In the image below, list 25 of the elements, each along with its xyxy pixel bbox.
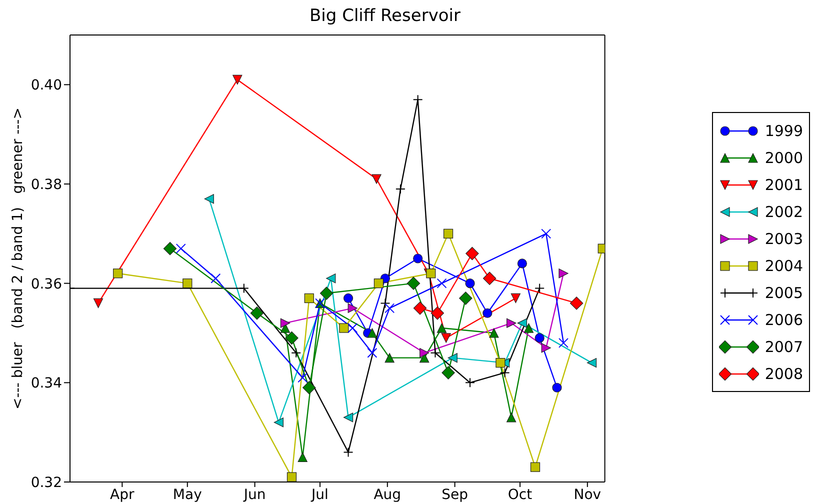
legend-label: 2000: [764, 148, 803, 166]
y-axis-title: <--- bluer (band 2 / band 1) greener --->: [10, 108, 26, 410]
x-tick-label: Oct: [508, 486, 533, 503]
y-tick-label: 0.40: [30, 78, 62, 94]
x-tick-label: Apr: [110, 486, 135, 503]
y-tick-label: 0.36: [30, 276, 62, 292]
legend-label: 1999: [764, 122, 803, 140]
y-tick-label: 0.34: [30, 376, 62, 392]
x-tick-label: Nov: [574, 486, 602, 503]
legend-label: 2003: [764, 230, 803, 248]
chart-title: Big Cliff Reservoir: [308, 6, 462, 26]
legend-label: 2001: [764, 176, 803, 194]
x-tick-label: Jun: [242, 486, 266, 503]
x-tick-label: Jul: [310, 486, 328, 503]
legend-label: 2008: [764, 364, 803, 382]
legend-label: 2007: [764, 338, 803, 356]
y-tick-label: 0.32: [30, 474, 62, 491]
y-tick-label: 0.38: [30, 176, 62, 193]
legend-label: 2006: [764, 310, 803, 328]
x-tick-label: May: [172, 486, 202, 503]
legend-label: 2002: [764, 202, 803, 220]
legend-label: 2005: [764, 284, 803, 302]
x-tick-label: Aug: [374, 486, 402, 503]
x-tick-label: Sep: [442, 486, 468, 503]
legend-label: 2004: [764, 256, 803, 274]
